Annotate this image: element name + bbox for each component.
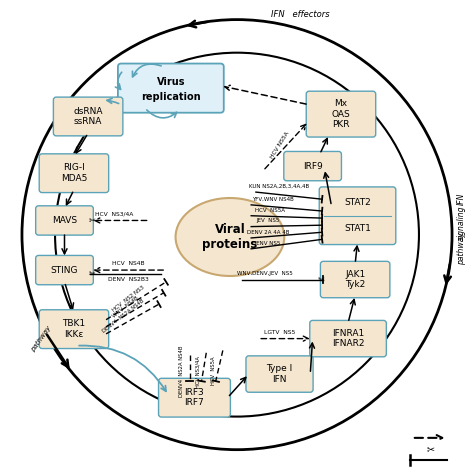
Ellipse shape — [175, 198, 284, 276]
FancyBboxPatch shape — [39, 154, 109, 192]
Text: LGTV  NS5: LGTV NS5 — [264, 330, 295, 336]
FancyBboxPatch shape — [39, 310, 109, 348]
Text: Viral
proteins: Viral proteins — [202, 223, 257, 251]
Text: signaling: signaling — [457, 206, 466, 240]
Text: STAT2: STAT2 — [344, 198, 371, 207]
FancyBboxPatch shape — [246, 356, 313, 392]
Text: DENV NS5: DENV NS5 — [252, 241, 281, 246]
FancyBboxPatch shape — [158, 378, 230, 417]
FancyBboxPatch shape — [306, 91, 376, 137]
Text: IRF3
IRF7: IRF3 IRF7 — [184, 388, 204, 407]
Text: replication: replication — [141, 91, 201, 101]
Text: JEV  NS5: JEV NS5 — [256, 219, 279, 223]
Text: Mx
OAS
PKR: Mx OAS PKR — [332, 99, 350, 129]
Text: TBK1
IKKε: TBK1 IKKε — [63, 319, 85, 339]
Text: HCV NS5A: HCV NS5A — [269, 130, 290, 159]
FancyBboxPatch shape — [118, 64, 224, 113]
Text: JAK1
Tyk2: JAK1 Tyk2 — [345, 270, 365, 289]
Text: WNV,DENV,JEV  NS5: WNV,DENV,JEV NS5 — [237, 271, 293, 276]
Text: YFV,WNV NS4B: YFV,WNV NS4B — [252, 197, 293, 202]
Text: ✂: ✂ — [427, 445, 435, 455]
Text: DENV4  NS2A NS4B: DENV4 NS2A NS4B — [102, 299, 146, 334]
FancyBboxPatch shape — [284, 152, 341, 181]
Text: dsRNA
ssRNA: dsRNA ssRNA — [73, 107, 103, 126]
FancyBboxPatch shape — [320, 261, 390, 298]
Text: ✂: ✂ — [89, 269, 96, 278]
Text: RIG-I
MDA5: RIG-I MDA5 — [61, 164, 87, 183]
Text: IFNRA1
IFNAR2: IFNRA1 IFNAR2 — [332, 329, 365, 348]
Text: IFN: IFN — [457, 193, 466, 205]
Text: DENV4  NS2A NS4B: DENV4 NS2A NS4B — [179, 346, 184, 397]
FancyBboxPatch shape — [54, 97, 123, 136]
Text: pathway: pathway — [457, 232, 466, 265]
Text: ✂: ✂ — [89, 216, 95, 225]
FancyBboxPatch shape — [319, 187, 396, 245]
Text: KUN NS2A,2B,3,4A,4B: KUN NS2A,2B,3,4A,4B — [249, 183, 310, 189]
Text: STAT1: STAT1 — [344, 224, 371, 233]
Text: STING: STING — [51, 265, 78, 274]
FancyBboxPatch shape — [310, 320, 386, 357]
Text: MAVS: MAVS — [52, 216, 77, 225]
Text: HCV  NS5A: HCV NS5A — [211, 356, 216, 384]
Text: Virus: Virus — [156, 77, 185, 87]
Text: HCV  NS4B: HCV NS4B — [112, 262, 145, 266]
Text: ✂: ✂ — [318, 275, 325, 284]
Text: DENV  NS2B3: DENV NS2B3 — [108, 277, 149, 282]
Text: WNV  NS4B: WNV NS4B — [112, 295, 140, 319]
Text: HCV  NS5A: HCV NS5A — [255, 208, 285, 212]
Text: IRF9: IRF9 — [303, 162, 322, 171]
Text: pathway: pathway — [30, 325, 52, 353]
FancyBboxPatch shape — [36, 206, 93, 235]
Text: Type I
IFN: Type I IFN — [266, 365, 292, 384]
Text: HCV  NS3/4A: HCV NS3/4A — [95, 212, 133, 217]
Text: DENV 2A 4A 4B: DENV 2A 4A 4B — [246, 230, 289, 235]
Text: HCV  NS2 NS3: HCV NS2 NS3 — [111, 284, 145, 312]
Text: HCV NS3/4A: HCV NS3/4A — [196, 356, 201, 388]
Text: IFN   effectors: IFN effectors — [272, 10, 330, 19]
FancyBboxPatch shape — [36, 255, 93, 285]
